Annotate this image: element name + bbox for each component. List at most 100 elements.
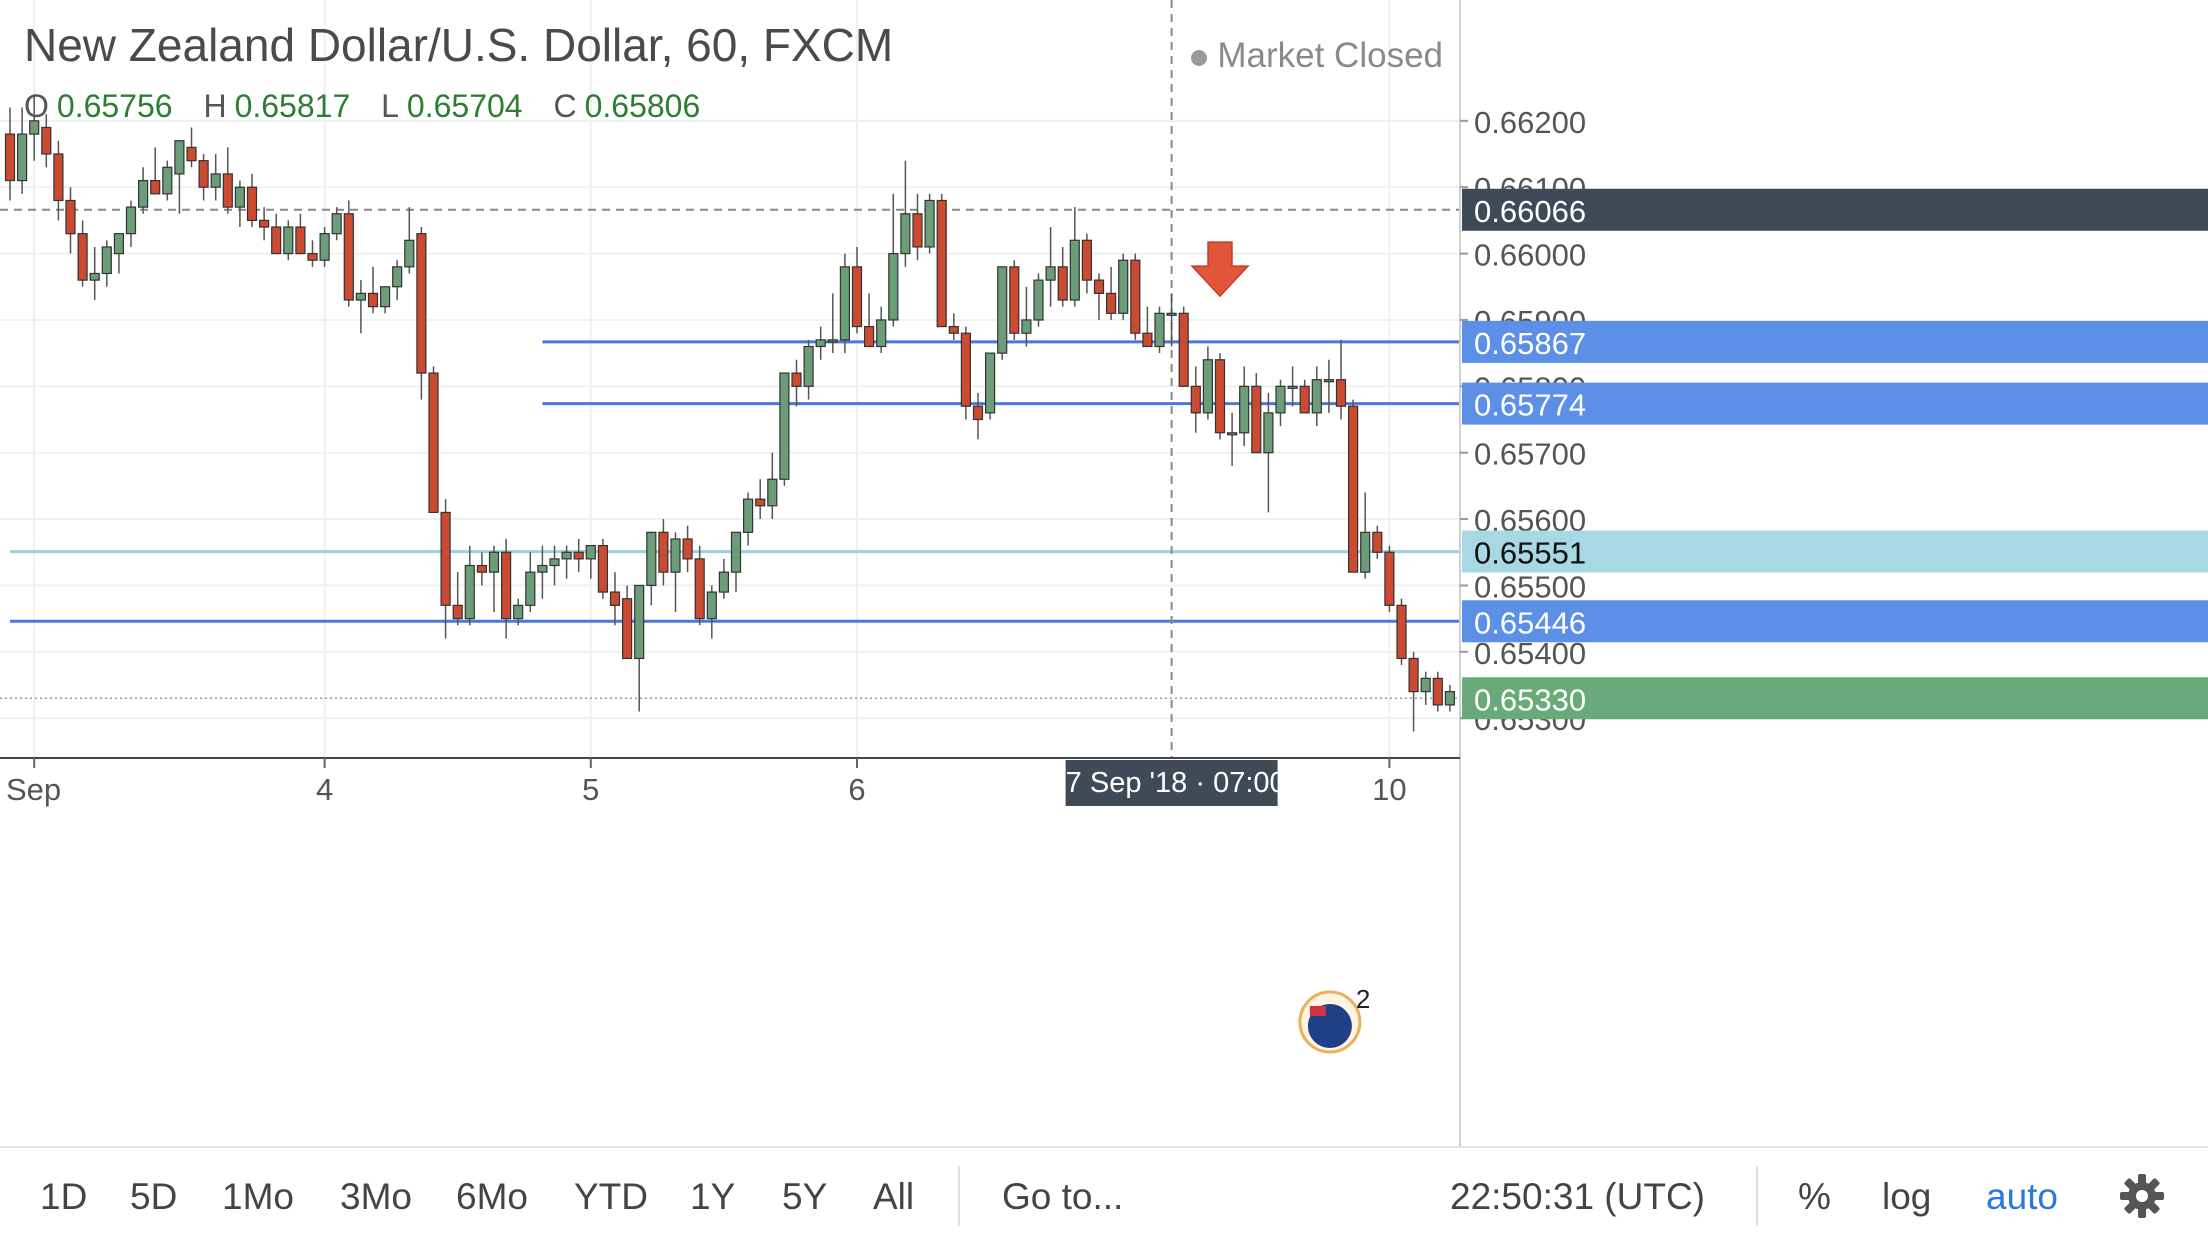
candle-body bbox=[670, 538, 681, 573]
range-3mo-button[interactable]: 3Mo bbox=[340, 1176, 412, 1217]
candle bbox=[1323, 359, 1335, 413]
candle-body bbox=[150, 179, 161, 195]
candle-body bbox=[17, 133, 28, 182]
candle bbox=[1021, 286, 1032, 347]
candle bbox=[355, 280, 366, 334]
range-all-button[interactable]: All bbox=[873, 1176, 915, 1217]
candle-body bbox=[29, 120, 40, 135]
candle bbox=[876, 306, 887, 354]
candle bbox=[912, 193, 923, 261]
range-1d-button[interactable]: 1D bbox=[40, 1176, 88, 1217]
auto-scale-toggle[interactable]: auto bbox=[1986, 1176, 2059, 1217]
candle bbox=[1130, 253, 1141, 340]
gear-icon[interactable] bbox=[2118, 1172, 2166, 1220]
candle bbox=[549, 545, 560, 586]
candle bbox=[198, 154, 209, 201]
candle bbox=[513, 598, 524, 626]
market-status-text: Market Closed bbox=[1217, 36, 1443, 75]
candle bbox=[634, 584, 645, 712]
candle bbox=[1275, 379, 1286, 427]
down-arrow-icon bbox=[1190, 241, 1250, 298]
candle bbox=[984, 352, 996, 420]
candle bbox=[380, 286, 391, 314]
bottom-toolbar: 1D 5D 1Mo 3Mo 6Mo YTD 1Y 5Y All Go to...… bbox=[0, 1146, 2208, 1244]
candle bbox=[803, 339, 814, 400]
candle bbox=[1093, 273, 1105, 320]
candle-body bbox=[1178, 312, 1189, 387]
status-dot-icon bbox=[1191, 49, 1208, 66]
ohlc-low-key: L bbox=[381, 88, 399, 124]
market-status: Market Closed bbox=[1191, 36, 1443, 76]
candle bbox=[682, 525, 693, 573]
candle bbox=[283, 220, 294, 261]
range-1mo-button[interactable]: 1Mo bbox=[222, 1176, 294, 1217]
candle bbox=[767, 452, 778, 520]
candle bbox=[41, 114, 52, 168]
candle-body bbox=[113, 233, 125, 255]
candle bbox=[392, 260, 403, 301]
candle bbox=[1372, 525, 1383, 559]
ohlc-readout: O 0.65756 H 0.65817 L 0.65704 C 0.65806 bbox=[24, 88, 722, 125]
candle bbox=[706, 585, 717, 639]
candle-body bbox=[791, 372, 802, 387]
y-tick-label: 0.65500 bbox=[1474, 569, 1586, 604]
x-tick-label: 5 bbox=[582, 772, 599, 807]
candle-body bbox=[803, 345, 814, 387]
utc-clock[interactable]: 22:50:31 (UTC) bbox=[1450, 1176, 1705, 1217]
candle bbox=[1190, 366, 1201, 433]
candle bbox=[222, 147, 233, 214]
candle-body bbox=[1142, 332, 1153, 348]
candle-body bbox=[1323, 379, 1335, 383]
candle bbox=[1105, 266, 1117, 320]
candle bbox=[1045, 227, 1056, 307]
candle-body bbox=[815, 339, 826, 348]
candle-body bbox=[125, 206, 137, 235]
percent-scale-toggle[interactable]: % bbox=[1798, 1176, 1831, 1217]
ohlc-close-value: 0.65806 bbox=[584, 88, 701, 124]
candle-body bbox=[1275, 385, 1286, 414]
log-scale-toggle[interactable]: log bbox=[1882, 1176, 1932, 1217]
price-chart[interactable]: 20.662000.661000.660000.659000.658000.65… bbox=[0, 0, 2208, 1146]
candle-body bbox=[174, 140, 185, 175]
candle bbox=[621, 585, 633, 660]
last-price-label-bg bbox=[1462, 677, 2208, 720]
candle-body bbox=[1045, 266, 1056, 281]
range-ytd-button[interactable]: YTD bbox=[574, 1176, 648, 1217]
candle bbox=[113, 233, 125, 274]
candle-body bbox=[343, 213, 354, 301]
candle bbox=[1420, 671, 1431, 705]
candle-body bbox=[972, 405, 984, 421]
candle-body bbox=[513, 604, 524, 620]
candle bbox=[525, 552, 536, 612]
x-tick-label: 6 bbox=[848, 772, 865, 807]
candle bbox=[150, 147, 161, 195]
candle-body bbox=[1396, 604, 1407, 660]
candle-body bbox=[658, 531, 669, 573]
candle-body bbox=[1190, 385, 1201, 414]
candle bbox=[948, 313, 959, 340]
candle-body bbox=[464, 564, 475, 620]
candle bbox=[888, 193, 899, 327]
candle-body bbox=[1251, 385, 1262, 454]
candle-body bbox=[307, 252, 318, 261]
range-5y-button[interactable]: 5Y bbox=[782, 1176, 828, 1217]
candle bbox=[1057, 246, 1068, 307]
level-price-label: 0.65867 bbox=[1474, 326, 1586, 361]
range-5d-button[interactable]: 5D bbox=[130, 1176, 178, 1217]
goto-button[interactable]: Go to... bbox=[1002, 1176, 1124, 1217]
candle bbox=[924, 193, 935, 254]
candle bbox=[537, 545, 548, 599]
candle bbox=[1360, 492, 1371, 579]
candle bbox=[367, 266, 379, 314]
candle bbox=[307, 240, 318, 267]
range-6mo-button[interactable]: 6Mo bbox=[456, 1176, 528, 1217]
candle bbox=[1214, 353, 1226, 440]
range-1y-button[interactable]: 1Y bbox=[690, 1176, 736, 1217]
candle bbox=[319, 227, 330, 267]
candle-body bbox=[138, 179, 149, 208]
candle bbox=[694, 545, 705, 626]
candle bbox=[839, 253, 851, 354]
candle bbox=[1444, 684, 1456, 712]
candle bbox=[960, 326, 972, 420]
candle-body bbox=[501, 551, 512, 620]
